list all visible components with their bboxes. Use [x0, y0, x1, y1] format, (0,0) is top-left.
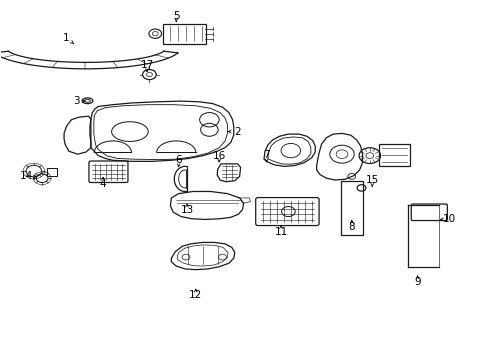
Text: 11: 11 — [274, 227, 287, 237]
Text: 5: 5 — [173, 11, 179, 21]
Text: 14: 14 — [20, 171, 33, 181]
Text: 10: 10 — [442, 215, 455, 224]
Text: 15: 15 — [365, 175, 378, 185]
Text: 4: 4 — [100, 179, 106, 189]
Text: 17: 17 — [140, 60, 153, 70]
Text: 16: 16 — [212, 150, 225, 161]
Text: 3: 3 — [73, 96, 80, 106]
Text: 7: 7 — [263, 150, 269, 160]
Text: 9: 9 — [413, 277, 420, 287]
Text: 2: 2 — [233, 127, 240, 136]
Text: 6: 6 — [175, 155, 182, 165]
Text: 8: 8 — [348, 222, 354, 231]
Text: 13: 13 — [180, 206, 193, 216]
Text: 1: 1 — [63, 33, 70, 43]
Text: 12: 12 — [189, 291, 202, 301]
